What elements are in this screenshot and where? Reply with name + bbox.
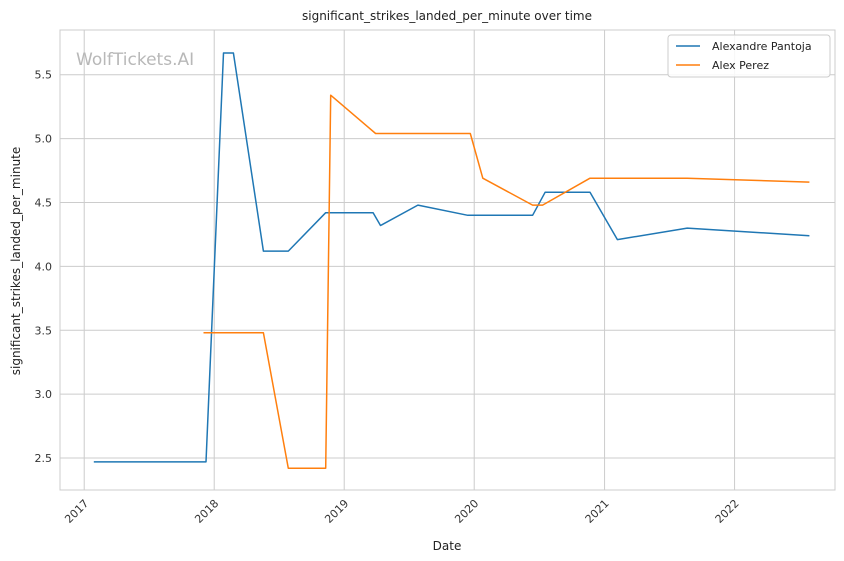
series-line-0 <box>93 52 810 463</box>
series-layer <box>93 52 810 470</box>
watermark: WolfTickets.AI <box>76 50 194 70</box>
legend-label-0: Alexandre Pantoja <box>712 40 812 53</box>
legend-label-1: Alex Perez <box>712 59 769 72</box>
legend: Alexandre Pantoja Alex Perez <box>667 34 831 78</box>
y-tick-label: 2.5 <box>35 452 53 465</box>
y-tick-label: 3.5 <box>35 324 53 337</box>
y-tick-label: 3.0 <box>35 388 53 401</box>
y-axis-ticks: 2.5 3.0 3.5 4.0 4.5 5.0 5.5 <box>35 69 53 465</box>
y-axis-title: significant_strikes_landed_per_minute <box>9 147 23 376</box>
y-tick-label: 5.5 <box>35 69 53 82</box>
x-axis-title: Date <box>433 539 462 553</box>
chart-title: significant_strikes_landed_per_minute ov… <box>302 9 592 23</box>
y-tick-label: 5.0 <box>35 133 53 146</box>
legend-box <box>667 34 831 78</box>
y-tick-label: 4.5 <box>35 197 53 210</box>
plot-frame <box>59 29 836 491</box>
series-line-1 <box>203 94 810 470</box>
y-tick-label: 4.0 <box>35 260 53 273</box>
